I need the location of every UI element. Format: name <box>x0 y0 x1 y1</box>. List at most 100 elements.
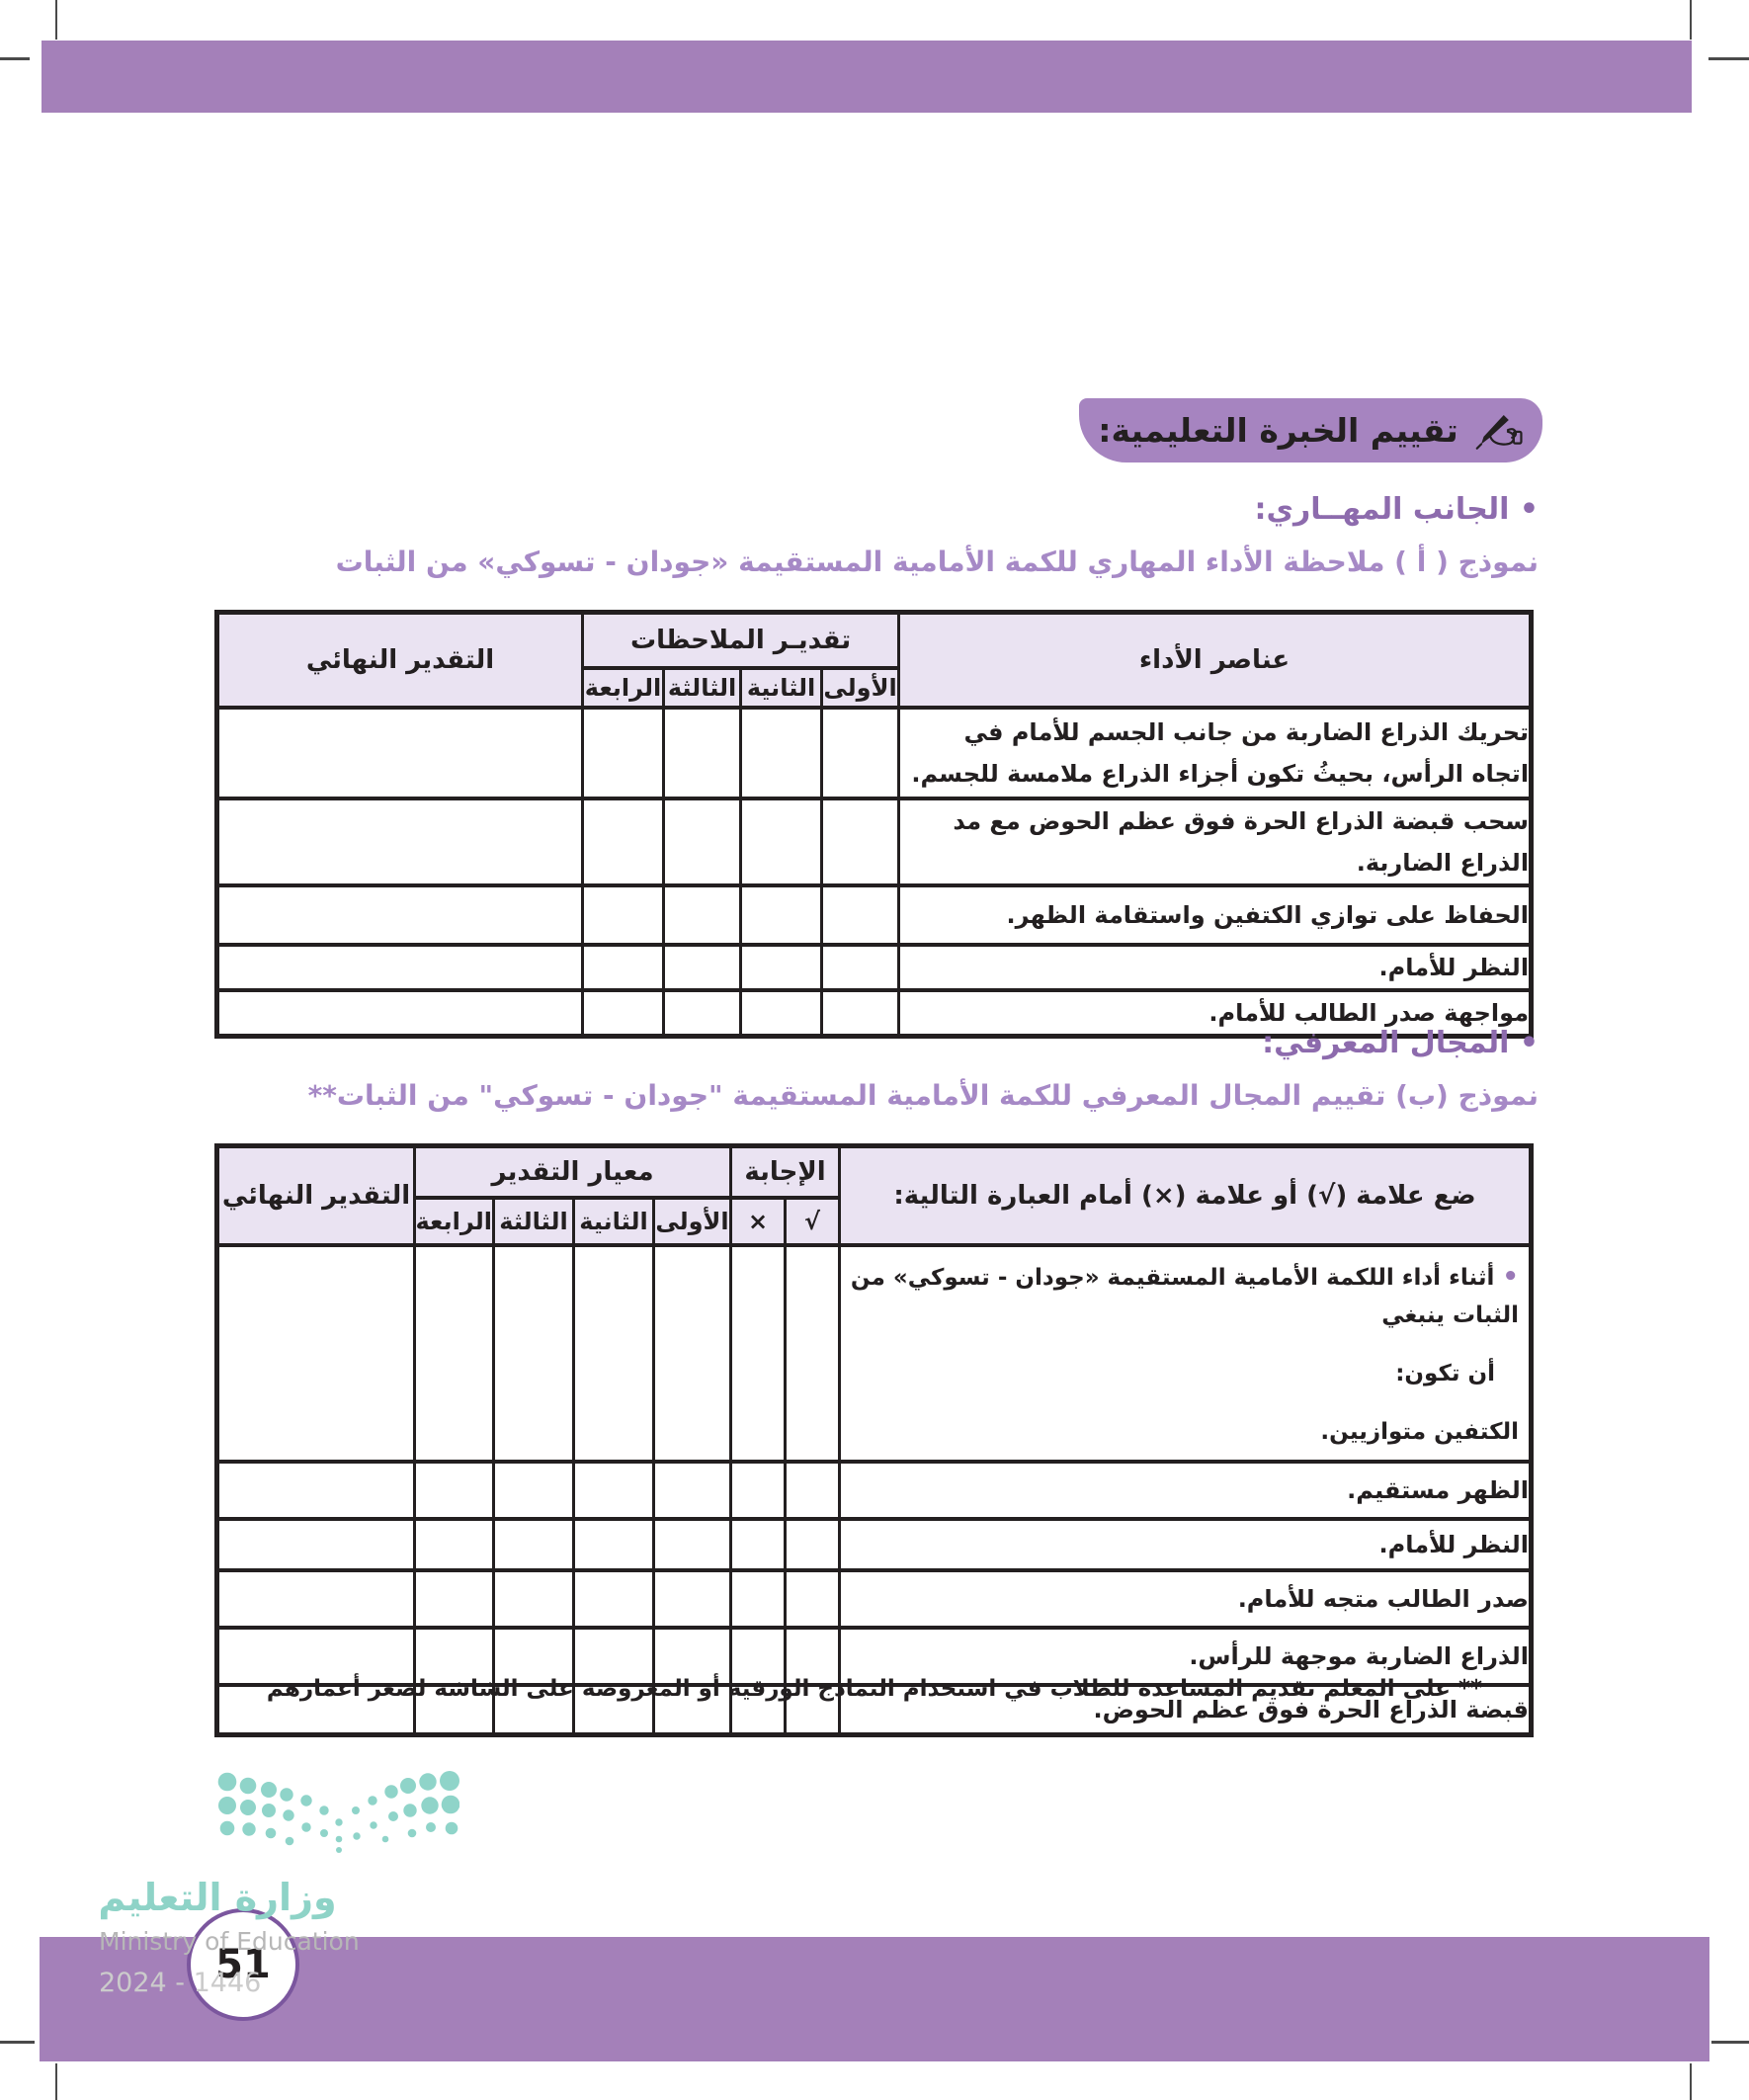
score-cell <box>652 1460 732 1522</box>
col-header-attempt-2: الثانية <box>739 665 824 710</box>
cognitive-table: ضع علامة (√) أو علامة (×) أمام العبارة ا… <box>214 1143 1534 1737</box>
crop-mark <box>0 57 30 60</box>
score-cell <box>413 1242 495 1465</box>
score-cell <box>492 1683 575 1737</box>
score-cell <box>739 987 824 1038</box>
table-row: •أثناء أداء اللكمة الأمامية المستقيمة «ج… <box>215 1242 1533 1465</box>
score-cell <box>662 942 743 992</box>
score-cell <box>580 882 666 947</box>
crop-mark <box>1711 2041 1749 2044</box>
crop-mark <box>1690 2063 1692 2100</box>
col-header-performance: عناصر الأداء <box>897 610 1534 710</box>
score-cell <box>572 1626 655 1688</box>
bottom-banner <box>40 1937 1709 2061</box>
page-number: 51 <box>215 1942 271 1987</box>
col-header-statement: ضع علامة (√) أو علامة (×) أمام العبارة ا… <box>838 1143 1533 1247</box>
score-cell <box>413 1626 495 1688</box>
score-cell <box>820 942 901 992</box>
crop-mark <box>1690 0 1692 40</box>
score-cell <box>820 987 901 1038</box>
col-header-attempt-3: الثالثة <box>662 665 743 710</box>
score-cell <box>662 705 743 800</box>
score-cell <box>739 942 824 992</box>
cross-cell <box>729 1626 787 1688</box>
statement-cell: الذراع الضاربة موجهة للرأس. <box>838 1626 1533 1688</box>
score-cell <box>580 987 666 1038</box>
statement-cell: النظر للأمام. <box>838 1517 1533 1573</box>
col-header-attempt-1: الأولى <box>820 665 901 710</box>
check-cell <box>784 1626 841 1688</box>
footnote: ** على المعلم تقديم المساعدة للطلاب في ا… <box>266 1676 1483 1702</box>
score-cell <box>413 1683 495 1737</box>
col-header-final: التقدير النهائي <box>215 1143 416 1247</box>
skill-section-subtitle: نموذج ( أ ) ملاحظة الأداء المهاري للكمة … <box>335 546 1539 578</box>
writing-hand-icon <box>1470 410 1524 452</box>
performance-item: النظر للأمام. <box>897 942 1534 992</box>
final-score-cell <box>215 705 584 800</box>
table-row: صدر الطالب متجه للأمام. <box>215 1568 1533 1631</box>
performance-item: تحريك الذراع الضاربة من جانب الجسم للأما… <box>897 705 1534 800</box>
check-cell <box>784 1242 841 1465</box>
crop-mark <box>0 2041 35 2044</box>
ministry-logo-dots <box>217 1771 459 1853</box>
check-cell <box>784 1517 841 1573</box>
section-heading: تقييم الخبرة التعليمية: <box>1079 398 1542 462</box>
final-score-cell <box>215 1517 416 1573</box>
check-cell <box>784 1460 841 1522</box>
final-score-cell <box>215 987 584 1038</box>
score-cell <box>572 1517 655 1573</box>
edition-year: 2024 - 1446 <box>99 1968 262 1998</box>
score-cell <box>572 1242 655 1465</box>
score-cell <box>413 1460 495 1522</box>
score-cell <box>652 1568 732 1631</box>
col-header-final: التقدير النهائي <box>215 610 584 710</box>
top-banner <box>42 41 1692 113</box>
final-score-cell <box>215 882 584 947</box>
score-cell <box>572 1683 655 1737</box>
col-header-cross: × <box>729 1195 787 1247</box>
score-cell <box>652 1683 732 1737</box>
statement-line: •أثناء أداء اللكمة الأمامية المستقيمة «ج… <box>850 1261 1519 1329</box>
score-cell <box>572 1460 655 1522</box>
score-cell <box>652 1242 732 1465</box>
table-row: الظهر مستقيم. <box>215 1460 1533 1522</box>
score-cell <box>739 882 824 947</box>
cross-cell <box>729 1460 787 1522</box>
score-cell <box>662 796 743 887</box>
table-row: قبضة الذراع الحرة فوق عظم الحوض. <box>215 1683 1533 1737</box>
score-cell <box>580 796 666 887</box>
score-cell <box>820 705 901 800</box>
final-score-cell <box>215 796 584 887</box>
cross-cell <box>729 1517 787 1573</box>
score-cell <box>652 1626 732 1688</box>
table-row: مواجهة صدر الطالب للأمام. <box>215 987 1534 1038</box>
final-score-cell <box>215 1242 416 1465</box>
table-row: الحفاظ على توازي الكتفين واستقامة الظهر. <box>215 882 1534 947</box>
ministry-name-arabic: وزارة التعليم <box>98 1876 337 1919</box>
score-cell <box>820 882 901 947</box>
table-row: النظر للأمام. <box>215 1517 1533 1573</box>
cognitive-section-title: • المجال المعرفي: <box>1262 1026 1539 1060</box>
col-header-observations: تقديـر الملاحظات <box>580 610 901 670</box>
page-number-badge: 51 <box>187 1908 299 2021</box>
col-header-attempt-4: الرابعة <box>413 1195 495 1247</box>
score-cell <box>739 705 824 800</box>
skill-table: عناصر الأداء تقديـر الملاحظات التقدير ال… <box>214 610 1535 1039</box>
table-row: الذراع الضاربة موجهة للرأس. <box>215 1626 1533 1688</box>
col-header-criteria: معيار التقدير <box>413 1143 732 1200</box>
final-score-cell <box>215 942 584 992</box>
table-row: النظر للأمام. <box>215 942 1534 992</box>
performance-item: الحفاظ على توازي الكتفين واستقامة الظهر. <box>897 882 1534 947</box>
score-cell <box>662 882 743 947</box>
cognitive-section-subtitle: نموذج (ب) تقييم المجال المعرفي للكمة الأ… <box>307 1079 1539 1112</box>
statement-cell: •أثناء أداء اللكمة الأمامية المستقيمة «ج… <box>838 1242 1533 1465</box>
final-score-cell <box>215 1460 416 1522</box>
cross-cell <box>729 1683 787 1737</box>
score-cell <box>820 796 901 887</box>
col-header-attempt-4: الرابعة <box>580 665 666 710</box>
skill-section-title: • الجانب المهــاري: <box>1254 492 1539 527</box>
statement-cell: صدر الطالب متجه للأمام. <box>838 1568 1533 1631</box>
statement-cell: الظهر مستقيم. <box>838 1460 1533 1522</box>
col-header-attempt-2: الثانية <box>572 1195 655 1247</box>
